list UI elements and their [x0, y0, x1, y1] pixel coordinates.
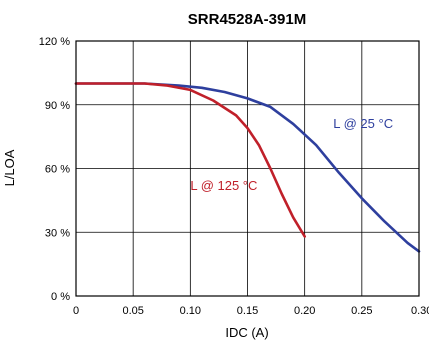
annotation-25c: L @ 25 °C — [333, 116, 393, 131]
plot-frame — [75, 40, 420, 297]
x-tick-label: 0.05 — [122, 305, 143, 317]
y-tick-label: 0 % — [51, 291, 70, 303]
x-axis-label: IDC (A) — [225, 325, 268, 340]
annotation-125c: L @ 125 °C — [190, 178, 257, 193]
x-tick-label: 0.20 — [294, 305, 315, 317]
y-tick-label: 120 % — [39, 36, 70, 48]
y-tick-label: 60 % — [45, 164, 70, 176]
x-tick-label: 0.25 — [351, 305, 372, 317]
annot-layer: L @ 25 °C L @ 125 °C — [190, 116, 393, 193]
y-axis-label: L/LOA — [2, 149, 17, 186]
series-line-125c — [74, 82, 307, 238]
x-tick-label: 0 — [73, 305, 79, 317]
series-layer — [74, 82, 421, 253]
grid-layer — [76, 41, 419, 296]
x-tick-label: 0.10 — [180, 305, 201, 317]
x-tick-label: 0.15 — [237, 305, 258, 317]
tick-layer: 0 0.05 0.10 0.15 0.20 0.25 0.30 0 % 30 % 60 % 90 %… — [39, 36, 429, 317]
chart-title: SRR4528A-391M — [188, 11, 306, 28]
y-tick-label: 90 % — [45, 100, 70, 112]
x-tick-label: 0.30 — [411, 305, 429, 317]
y-tick-label: 30 % — [45, 227, 70, 239]
